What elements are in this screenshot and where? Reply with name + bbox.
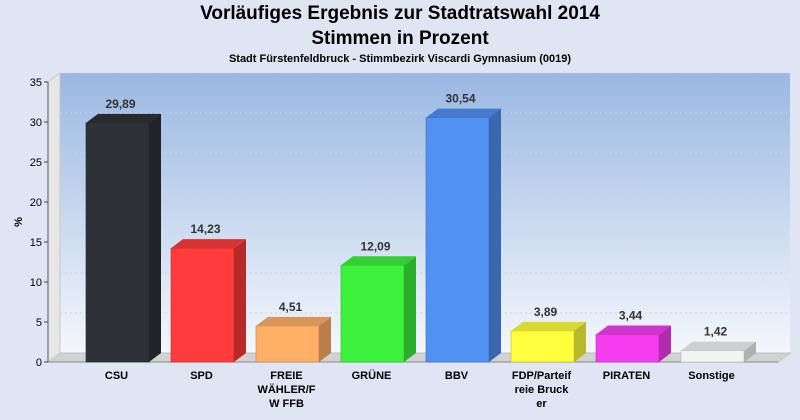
- bar-front: [255, 325, 320, 363]
- x-tick-label: reie Bruck: [515, 384, 570, 396]
- bar-side: [659, 325, 671, 362]
- x-tick-label: BBV: [445, 370, 469, 382]
- bar-front: [595, 334, 660, 363]
- bar-front: [425, 117, 490, 363]
- x-tick-label: GRÜNE: [352, 369, 392, 382]
- x-tick-label: CSU: [105, 370, 128, 382]
- x-tick-label: SPD: [190, 370, 213, 382]
- plot-floor: [46, 352, 792, 363]
- chart-caption: Stadt Fürstenfeldbruck - Stimmbezirk Vis…: [228, 53, 572, 65]
- y-tick-label: 25: [30, 157, 42, 169]
- x-tick-label: Sonstige: [688, 370, 734, 382]
- x-tick-label: FDP/Parteif: [512, 370, 572, 382]
- bar: [170, 239, 246, 363]
- bar: [340, 256, 416, 363]
- x-tick-label: W FFB: [269, 398, 304, 410]
- y-tick-label: 35: [30, 77, 42, 89]
- bar: [510, 321, 586, 363]
- bar-front: [340, 264, 405, 363]
- bar-front: [680, 350, 745, 363]
- y-tick-label: 20: [30, 197, 42, 209]
- bar: [425, 108, 501, 363]
- bar-front: [170, 247, 235, 363]
- bar-top: [171, 239, 246, 249]
- data-label: 3,89: [534, 305, 558, 319]
- bar: [680, 341, 756, 363]
- data-label: 30,54: [445, 92, 475, 106]
- chart-subtitle: Stimmen in Prozent: [311, 28, 489, 49]
- bar-side: [744, 341, 756, 362]
- plot-background: [60, 73, 790, 353]
- bar-top: [341, 256, 416, 266]
- x-tick-label: FREIE: [270, 370, 302, 382]
- bar-side: [489, 108, 501, 363]
- data-label: 14,23: [190, 222, 220, 236]
- bar-top: [511, 321, 586, 331]
- bar: [85, 113, 161, 363]
- data-label: 12,09: [360, 239, 390, 253]
- bar-top: [86, 113, 161, 123]
- bar-side: [319, 316, 331, 362]
- data-label: 3,44: [619, 308, 643, 322]
- x-tick-label: er: [536, 398, 547, 410]
- bar-top: [596, 325, 671, 335]
- bar: [595, 325, 671, 363]
- y-axis-label: %: [13, 217, 25, 227]
- data-label: 4,51: [279, 300, 303, 314]
- bar-side: [149, 113, 161, 362]
- bar-front: [510, 330, 575, 363]
- y-tick-label: 0: [36, 357, 42, 369]
- chart-title: Vorläufiges Ergebnis zur Stadtratswahl 2…: [200, 3, 600, 24]
- bar-front: [85, 122, 150, 363]
- bar-top: [426, 108, 501, 118]
- data-label: 29,89: [105, 97, 135, 111]
- bar-top: [681, 341, 756, 351]
- x-tick-label: PIRATEN: [603, 370, 651, 382]
- bar-side: [404, 256, 416, 362]
- plot-side-wall: [47, 72, 61, 363]
- bar: [255, 316, 331, 363]
- y-tick-label: 10: [30, 277, 42, 289]
- bar-top: [256, 316, 331, 326]
- y-tick-label: 5: [36, 317, 42, 329]
- bar-side: [574, 321, 586, 362]
- x-tick-label: WÄHLER/F: [257, 383, 315, 396]
- data-label: 1,42: [704, 325, 728, 339]
- bar-side: [234, 239, 246, 362]
- y-tick-label: 30: [30, 117, 42, 129]
- y-tick-label: 15: [30, 237, 42, 249]
